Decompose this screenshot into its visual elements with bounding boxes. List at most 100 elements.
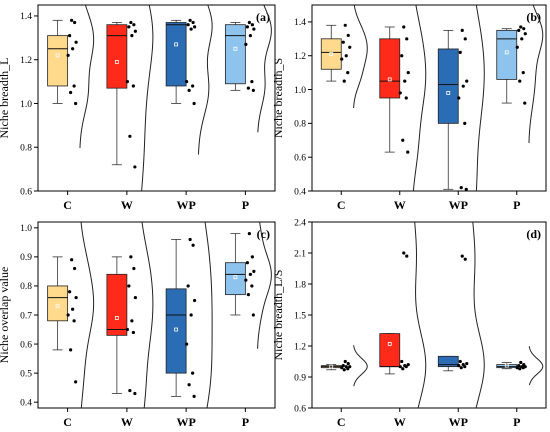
x-tick-label: P	[513, 415, 520, 429]
data-point	[69, 90, 73, 95]
data-point	[246, 293, 250, 297]
data-point	[189, 27, 193, 31]
data-point	[132, 266, 136, 271]
data-point	[188, 237, 192, 242]
data-point	[343, 359, 347, 364]
data-point	[248, 34, 252, 38]
data-point	[405, 37, 409, 41]
group-wp: WP	[437, 4, 485, 212]
mean-marker	[174, 42, 179, 47]
data-point	[73, 20, 77, 25]
y-tick-label: 1.0	[294, 86, 306, 96]
x-tick-label: WP	[449, 415, 468, 429]
data-point	[398, 365, 402, 369]
y-tick-label: 0.4	[294, 187, 306, 197]
mean-marker	[504, 363, 509, 368]
plot-frame	[37, 4, 276, 192]
data-point	[125, 79, 129, 84]
group-c: C	[47, 4, 95, 212]
data-point	[521, 366, 525, 370]
density-curve	[412, 4, 427, 192]
mean-marker	[55, 304, 60, 309]
box-iqr	[47, 35, 69, 87]
mean-marker	[233, 46, 238, 51]
box-iqr	[224, 24, 246, 85]
group-p: P	[496, 4, 544, 212]
data-point	[133, 295, 137, 300]
data-point	[346, 361, 350, 366]
group-w: W	[379, 221, 427, 429]
box-iqr	[437, 48, 459, 124]
data-point	[247, 232, 251, 236]
y-tick-label: 0.5	[20, 369, 32, 379]
data-point	[250, 79, 254, 84]
data-point	[406, 71, 410, 75]
data-point	[129, 20, 133, 25]
group-p: P	[224, 221, 272, 429]
data-point	[191, 84, 195, 88]
data-point	[69, 348, 73, 352]
data-point	[245, 261, 249, 265]
data-point	[402, 251, 406, 255]
data-point	[464, 187, 468, 191]
y-tick-label: 1.8	[294, 280, 306, 290]
data-point	[133, 165, 137, 169]
plot-frame	[311, 221, 547, 409]
y-tick-label: 0.8	[20, 282, 32, 292]
density-curve	[257, 221, 272, 349]
group-w: W	[106, 221, 154, 429]
y-tick-label: 1.2	[20, 56, 32, 66]
data-point	[523, 101, 527, 105]
data-point	[460, 28, 464, 32]
data-point	[128, 388, 132, 393]
density-curve	[414, 221, 427, 409]
x-tick-label: W	[394, 415, 406, 429]
mean-marker	[55, 53, 60, 58]
x-tick-label: WP	[449, 198, 468, 212]
data-point	[128, 134, 132, 138]
y-tick-label: 0.6	[20, 340, 32, 350]
density-curve	[353, 4, 368, 109]
data-point	[398, 91, 402, 95]
data-point	[127, 284, 131, 288]
data-point	[404, 365, 408, 369]
panel-1: 0.6 0.8 1.0 1.2 1.4 Niche breadth_L (a) C W WP P	[0, 4, 276, 212]
box-iqr	[47, 285, 69, 322]
y-tick-label: 0.8	[20, 144, 32, 154]
y-tick-label: 1.0	[20, 224, 32, 234]
density-curve	[353, 345, 368, 387]
box-iqr	[379, 333, 401, 368]
data-point	[519, 360, 523, 365]
data-point	[187, 383, 191, 387]
box-iqr	[437, 355, 459, 368]
x-tick-label: WP	[176, 198, 195, 212]
data-point	[189, 313, 193, 317]
data-point	[245, 25, 249, 29]
density-curve	[197, 4, 213, 155]
data-point	[250, 23, 254, 27]
mean-marker	[114, 59, 119, 64]
data-point	[130, 34, 134, 38]
data-point	[74, 295, 78, 300]
density-curve	[141, 221, 154, 409]
y-tick-label: 1.4	[20, 12, 32, 22]
density-curve	[528, 346, 544, 386]
data-point	[68, 34, 72, 38]
y-axis-label: Niche breadth_L	[0, 58, 11, 139]
y-axis-label: Niche overlap value	[0, 267, 11, 364]
data-point	[72, 319, 76, 323]
data-point	[463, 37, 467, 41]
data-point	[463, 365, 467, 369]
x-tick-label: P	[513, 198, 520, 212]
mean-marker	[329, 52, 334, 56]
group-c: C	[320, 4, 368, 212]
data-point	[192, 101, 196, 106]
data-point	[191, 20, 195, 25]
y-tick-label: 1.2	[294, 52, 306, 62]
y-tick-label: 0.6	[294, 153, 306, 163]
mean-marker	[446, 91, 451, 95]
data-point	[405, 254, 409, 258]
panel-4: 0.6 0.9 1.2 1.5 1.8 2.1 2.4 Niche breadth_L/S (d…	[271, 218, 547, 429]
data-point	[74, 40, 78, 44]
data-point	[343, 23, 347, 27]
